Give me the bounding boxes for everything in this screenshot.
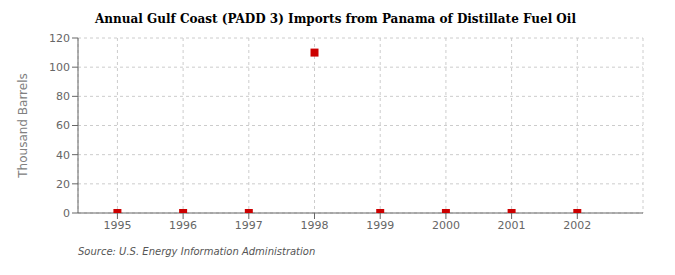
svg-text:1995: 1995 bbox=[103, 219, 131, 232]
svg-text:100: 100 bbox=[49, 61, 70, 74]
html-text:Source: U.S. Energy Informatio: Source: U.S. Energy Information Administ… bbox=[78, 246, 316, 257]
svg-text:0: 0 bbox=[63, 207, 70, 220]
svg-text:1998: 1998 bbox=[301, 219, 329, 232]
svg-text:20: 20 bbox=[56, 178, 70, 191]
svg-text:60: 60 bbox=[56, 119, 70, 132]
svg-text:2000: 2000 bbox=[432, 219, 460, 232]
svg-text:1996: 1996 bbox=[169, 219, 197, 232]
svg-text:1997: 1997 bbox=[235, 219, 263, 232]
svg-text:40: 40 bbox=[56, 149, 70, 162]
svg-text:120: 120 bbox=[49, 32, 70, 45]
svg-text:80: 80 bbox=[56, 90, 70, 103]
svg-text:2001: 2001 bbox=[498, 219, 526, 232]
svg-text:Thousand Barrels: Thousand Barrels bbox=[16, 73, 30, 178]
html-text:Annual Gulf Coast (PADD 3) Imp: Annual Gulf Coast (PADD 3) Imports from … bbox=[95, 12, 576, 26]
svg-text:1999: 1999 bbox=[366, 219, 394, 232]
svg-text:2002: 2002 bbox=[563, 219, 591, 232]
